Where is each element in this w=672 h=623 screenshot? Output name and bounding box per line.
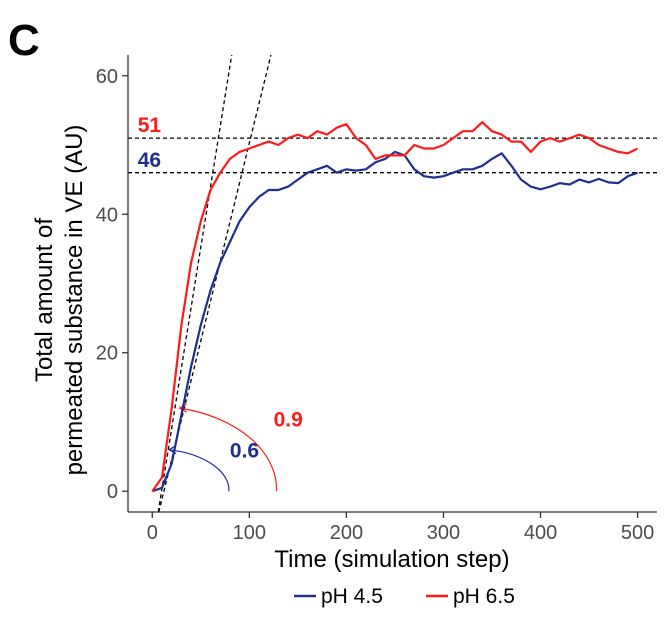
x-axis-ticks: 0 100 200 300 400 500	[147, 512, 654, 544]
angle-arc-0.9	[179, 407, 278, 492]
y-tick-label-0: 0	[107, 481, 118, 503]
legend-label-pH-4-5: pH 4.5	[321, 585, 383, 608]
x-tick-label-100: 100	[233, 522, 266, 544]
annotation-0.9: 0.9	[274, 409, 303, 432]
legend-label-pH-6-5: pH 6.5	[453, 585, 515, 608]
y-tick-label-60: 60	[96, 66, 118, 88]
annotation-46: 46	[138, 149, 161, 172]
tangent-line-2	[157, 55, 233, 512]
y-tick-label-40: 40	[96, 204, 118, 226]
x-tick-label-200: 200	[330, 522, 363, 544]
angle-arc-0.6	[169, 449, 230, 492]
annotation-0.6: 0.6	[230, 440, 259, 463]
plot-area	[128, 55, 657, 512]
x-tick-label-300: 300	[427, 522, 460, 544]
y-axis-ticks: 0 20 40 60	[96, 66, 128, 503]
panel-label: C	[8, 16, 40, 65]
series-line-pH-4-5	[151, 150, 638, 493]
y-tick-label-20: 20	[96, 343, 118, 365]
legend: pH 4.5 pH 6.5	[294, 585, 515, 608]
x-tick-label-500: 500	[621, 522, 654, 544]
series-line-pH-6-5	[151, 121, 639, 492]
y-axis-title-line2: permeated substance in VE (AU)	[61, 125, 88, 476]
x-tick-label-400: 400	[524, 522, 557, 544]
x-tick-label-0: 0	[147, 522, 158, 544]
annotation-51: 51	[138, 114, 162, 137]
y-axis-title-line1: Total amount of	[31, 218, 58, 382]
x-axis-title: Time (simulation step)	[274, 546, 509, 573]
